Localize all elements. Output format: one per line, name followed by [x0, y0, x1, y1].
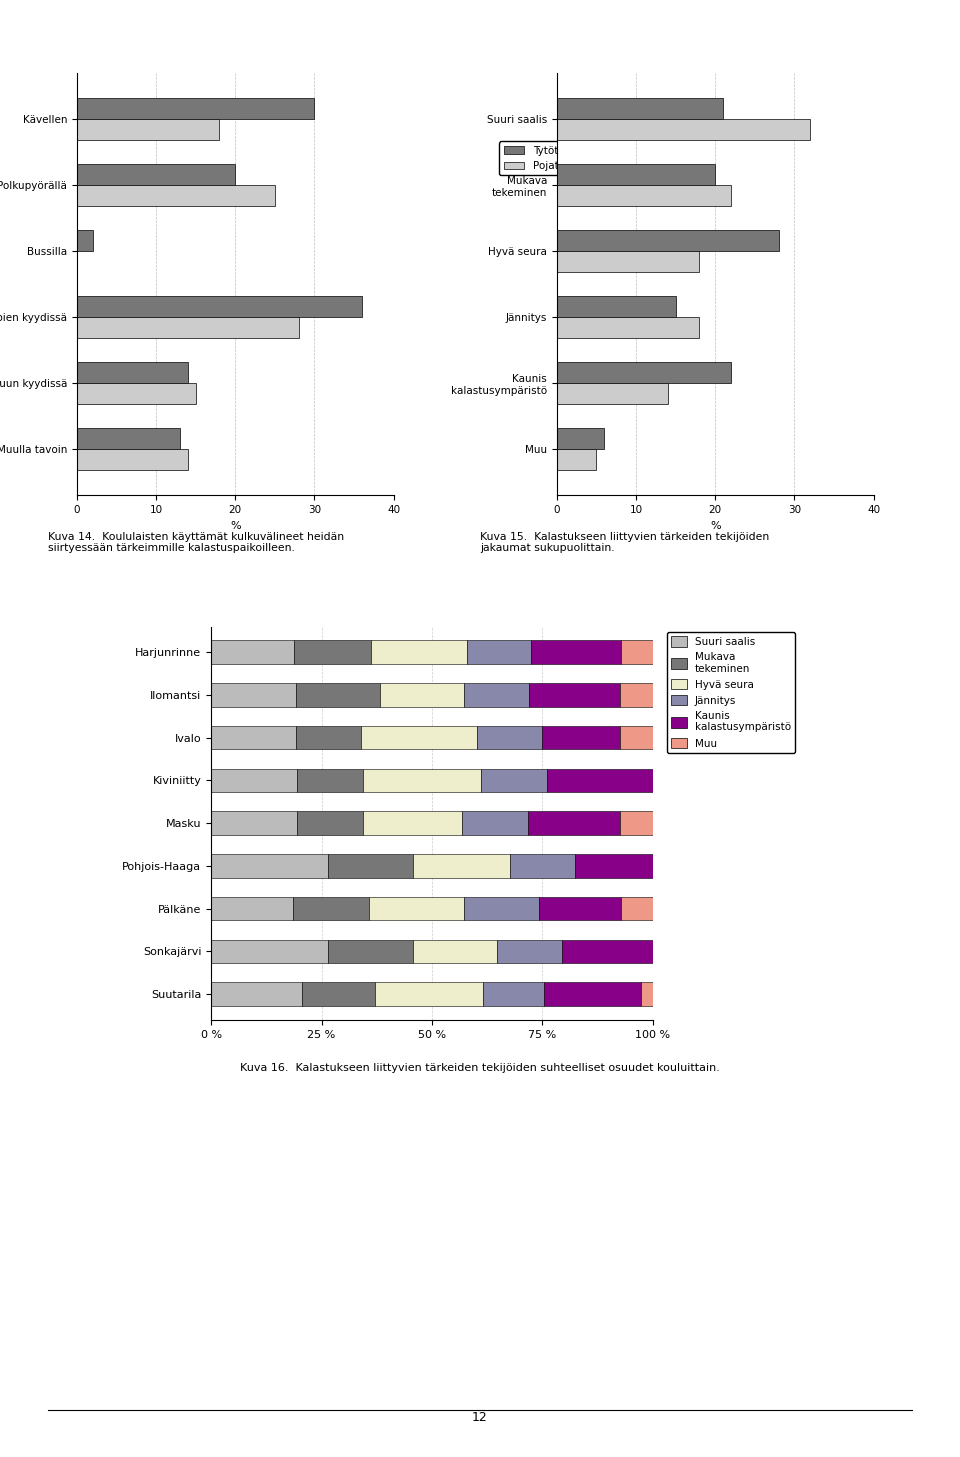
Bar [620, 726, 653, 749]
Bar [293, 898, 369, 921]
Bar [77, 428, 180, 449]
Bar [211, 683, 296, 707]
Bar [363, 769, 481, 793]
Bar [484, 982, 544, 1005]
Bar [296, 726, 361, 749]
Bar [77, 119, 219, 140]
Bar [328, 940, 413, 963]
Text: Kuva 15.  Kalastukseen liittyvien tärkeiden tekijöiden
jakaumat sukupuolittain.: Kuva 15. Kalastukseen liittyvien tärkeid… [480, 532, 769, 554]
Bar [302, 982, 374, 1005]
Bar [380, 683, 465, 707]
Bar [540, 898, 621, 921]
Bar [211, 726, 296, 749]
Bar [557, 230, 779, 251]
Bar [77, 383, 196, 404]
Bar [211, 898, 293, 921]
Bar [211, 854, 328, 877]
Bar [295, 641, 372, 664]
Bar [529, 683, 620, 707]
Bar [557, 428, 605, 449]
Text: Kuva 16.  Kalastukseen liittyvien tärkeiden tekijöiden suhteelliset osuudet koul: Kuva 16. Kalastukseen liittyvien tärkeid… [240, 1064, 720, 1072]
X-axis label: %: % [229, 520, 241, 530]
Legend: Tytöt, Pojat: Tytöt, Pojat [499, 141, 563, 175]
Bar [562, 940, 653, 963]
Bar [369, 898, 464, 921]
Bar [363, 812, 462, 835]
Bar [296, 683, 380, 707]
Bar [547, 769, 653, 793]
Bar [557, 296, 676, 318]
Bar [620, 683, 653, 707]
Bar [464, 898, 540, 921]
Legend: Suuri saalis, Mukava
tekeminen, Hyvä seura, Jännitys, Kaunis
kalastusympäristö, : Suuri saalis, Mukava tekeminen, Hyvä seu… [667, 632, 795, 753]
Bar [557, 449, 596, 471]
Bar [557, 318, 699, 338]
Bar [211, 982, 302, 1005]
Bar [211, 812, 297, 835]
Bar [557, 98, 723, 119]
Bar [211, 769, 297, 793]
Text: Kuva 14.  Koululaisten käyttämät kulkuvälineet heidän
siirtyessään tärkeimmille : Kuva 14. Koululaisten käyttämät kulkuväl… [48, 532, 344, 554]
Bar [531, 641, 621, 664]
Bar [544, 982, 640, 1005]
Bar [77, 165, 235, 185]
Bar [77, 449, 188, 471]
Bar [297, 769, 363, 793]
Bar [328, 854, 413, 877]
Bar [211, 641, 295, 664]
Bar [497, 940, 562, 963]
Bar [374, 982, 484, 1005]
Bar [77, 361, 188, 383]
Bar [468, 641, 531, 664]
Bar [77, 296, 362, 318]
Bar [77, 318, 299, 338]
Bar [557, 119, 810, 140]
Bar [477, 726, 542, 749]
Bar [481, 769, 547, 793]
Bar [557, 185, 732, 207]
Bar [557, 165, 715, 185]
Bar [465, 683, 529, 707]
Bar [77, 230, 92, 251]
Bar [297, 812, 363, 835]
Bar [557, 251, 699, 272]
X-axis label: %: % [709, 520, 721, 530]
Bar [361, 726, 477, 749]
Bar [557, 361, 732, 383]
Text: 12: 12 [472, 1410, 488, 1423]
Bar [621, 641, 653, 664]
Bar [620, 812, 653, 835]
Bar [413, 940, 497, 963]
Bar [510, 854, 575, 877]
Bar [640, 982, 653, 1005]
Bar [621, 898, 653, 921]
Bar [211, 940, 328, 963]
Bar [528, 812, 620, 835]
Bar [372, 641, 468, 664]
Bar [413, 854, 510, 877]
Bar [77, 98, 315, 119]
Bar [575, 854, 653, 877]
Bar [77, 185, 275, 207]
Bar [557, 383, 667, 404]
Bar [542, 726, 620, 749]
Bar [462, 812, 528, 835]
